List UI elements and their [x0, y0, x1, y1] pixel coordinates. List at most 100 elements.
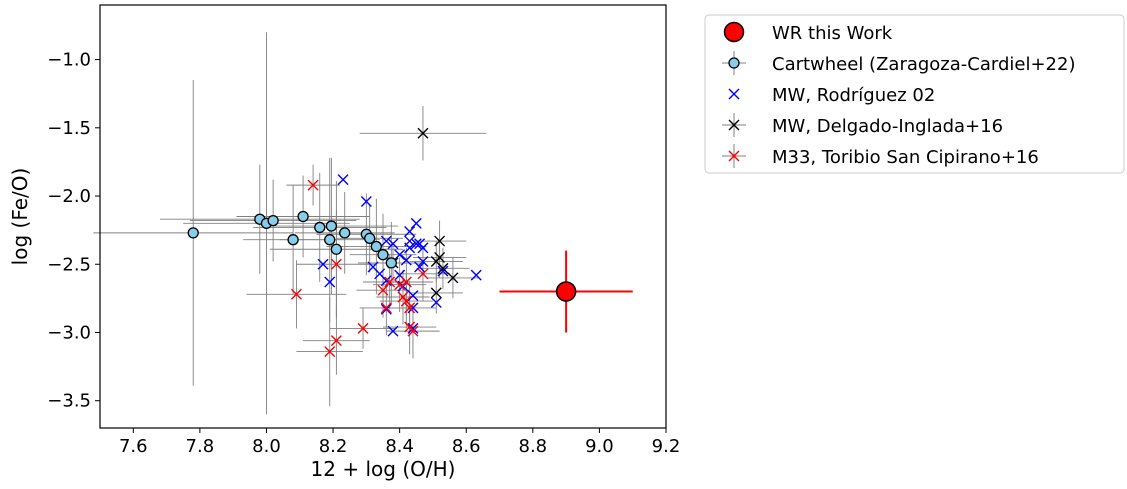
x-marker-stroke	[434, 235, 446, 247]
data-point-circle	[287, 234, 299, 246]
data-point-x	[410, 238, 422, 250]
data-point-x	[380, 303, 392, 315]
x-marker-stroke	[417, 256, 429, 268]
y-tick-label: −1.0	[47, 50, 91, 71]
data-point-x	[384, 276, 396, 288]
data-point-x	[397, 291, 409, 303]
legend-entry: Cartwheel (Zaragoza-Cardiel+22)	[722, 51, 1075, 75]
legend-box	[704, 14, 1125, 174]
data-point-x	[360, 195, 372, 207]
x-marker-stroke	[337, 174, 349, 186]
data-point-circle	[370, 240, 382, 253]
x-tick-label: 8.0	[252, 436, 281, 457]
x-marker-stroke	[400, 254, 412, 266]
data-point-x	[437, 262, 449, 274]
data-point-x	[387, 325, 399, 337]
x-marker-stroke	[377, 284, 389, 296]
data-point-circle	[314, 221, 326, 234]
data-point-x	[290, 288, 302, 300]
x-marker-stroke	[380, 303, 392, 315]
x-marker-stroke	[417, 127, 429, 139]
legend-marker-wr	[723, 21, 745, 43]
data-point-x	[410, 217, 422, 229]
data-point-x	[417, 242, 429, 254]
legend-label: M33, Toribio San Cipirano+16	[772, 147, 1039, 168]
data-point-x	[417, 268, 429, 280]
plot-frame	[99, 4, 667, 429]
data-point-x	[380, 235, 392, 247]
legend-label: MW, Rodríguez 02	[772, 85, 935, 106]
legend-entry: M33, Toribio San Cipirano+16	[722, 144, 1039, 168]
data-point-x	[330, 335, 342, 347]
legend-label: Cartwheel (Zaragoza-Cardiel+22)	[772, 54, 1075, 75]
data-point-x	[307, 179, 319, 191]
data-point-x	[430, 287, 442, 299]
legend-label: MW, Delgado-Inglada+16	[772, 116, 1003, 137]
x-marker-stroke	[407, 325, 419, 337]
x-tick-label: 8.4	[385, 436, 414, 457]
legend: WR this Work Cartwheel (Zaragoza-Cardiel+…	[704, 14, 1125, 174]
data-point-x	[417, 127, 429, 139]
x-marker-stroke	[417, 268, 429, 280]
x-axis-ticks: 7.6 7.8 8.0 8.2 8.4 8.6 8.8 9.0 9.2	[119, 428, 680, 457]
x-marker-stroke	[387, 325, 399, 337]
x-marker-stroke	[317, 258, 329, 270]
x-marker-stroke	[728, 119, 740, 131]
x-marker-stroke	[394, 249, 406, 261]
data-point-x	[470, 269, 482, 281]
x-marker-stroke	[374, 268, 386, 280]
y-tick-label: −3.5	[47, 391, 91, 412]
data-point-x	[434, 235, 446, 247]
legend-entry: WR this Work	[723, 21, 893, 44]
data-point-circle	[187, 227, 199, 239]
error-bars-layer	[93, 32, 633, 415]
x-marker-stroke	[387, 238, 399, 250]
x-marker-stroke	[380, 302, 392, 314]
data-point-x	[380, 275, 392, 287]
data-point-circle	[324, 234, 336, 246]
data-point-x	[447, 272, 459, 284]
data-point-circle	[330, 243, 343, 255]
data-point-x	[404, 242, 416, 254]
x-marker-stroke	[397, 291, 409, 303]
data-point-x	[430, 296, 442, 308]
x-marker-stroke	[407, 290, 419, 302]
x-tick-label: 9.0	[585, 436, 614, 457]
x-tick-label: 8.8	[519, 436, 548, 457]
data-point-x	[417, 256, 429, 268]
x-marker-stroke	[417, 242, 429, 254]
data-point-x	[380, 302, 392, 314]
data-point-circle	[339, 227, 351, 239]
x-marker-stroke	[470, 269, 482, 281]
x-marker-stroke	[367, 261, 379, 273]
x-axis-label: 12 + log (O/H)	[311, 457, 456, 481]
data-point-x	[434, 251, 446, 263]
x-marker-stroke	[394, 269, 406, 281]
data-point-x	[407, 325, 419, 337]
x-marker-stroke	[404, 242, 416, 254]
legend-marker-circle	[728, 57, 740, 69]
data-point-circle	[297, 210, 309, 223]
x-marker-stroke	[404, 226, 416, 238]
x-marker-stroke	[384, 276, 396, 288]
x-marker-stroke	[380, 275, 392, 287]
x-marker-stroke	[437, 265, 449, 277]
legend-marker-x	[728, 88, 740, 100]
x-marker-stroke	[394, 279, 406, 291]
x-marker-stroke	[728, 88, 740, 100]
x-marker-stroke	[414, 261, 426, 273]
legend-entry: MW, Rodríguez 02	[728, 85, 935, 106]
x-marker-stroke	[380, 235, 392, 247]
x-tick-label: 9.2	[652, 436, 681, 457]
y-tick-label: −3.0	[47, 322, 91, 343]
x-marker-stroke	[404, 302, 416, 314]
x-tick-label: 7.6	[119, 436, 148, 457]
data-point-x	[337, 174, 349, 186]
x-marker-stroke	[307, 179, 319, 191]
x-marker-stroke	[430, 296, 442, 308]
x-marker-stroke	[410, 238, 422, 250]
x-marker-stroke	[324, 276, 336, 288]
x-marker-stroke	[290, 288, 302, 300]
data-point-circle	[364, 232, 376, 244]
